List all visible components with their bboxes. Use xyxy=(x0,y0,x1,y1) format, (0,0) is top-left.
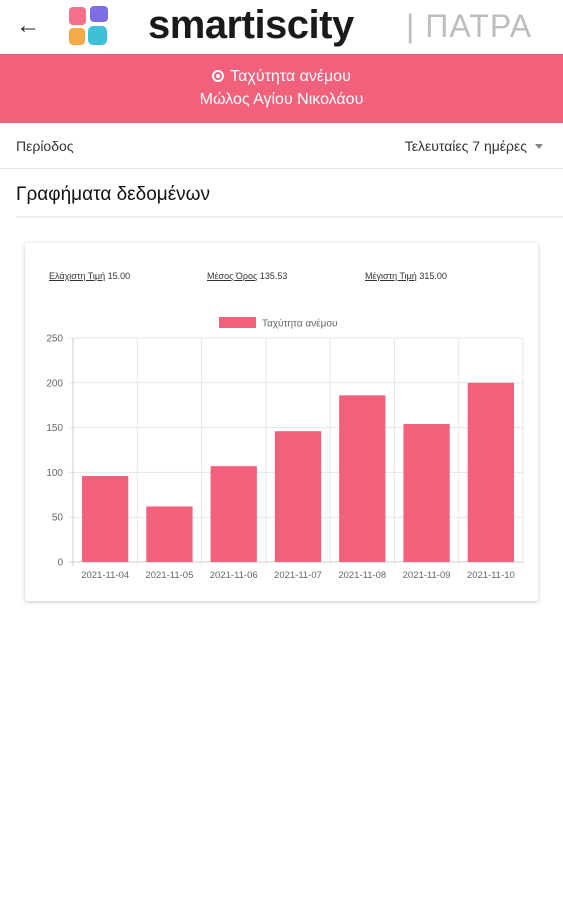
section-title: Γραφήματα δεδομένων xyxy=(16,184,211,205)
chart-bar xyxy=(274,431,322,562)
app-header: ← smartiscity | ΠΑΤΡΑ xyxy=(0,0,563,54)
banner-metric: Ταχύτητα ανέμου xyxy=(230,68,351,85)
y-tick-label: 0 xyxy=(57,558,63,569)
chart-bar xyxy=(403,424,450,562)
x-tick-label: 2021-11-10 xyxy=(467,570,515,581)
back-arrow-icon[interactable]: ← xyxy=(16,12,40,39)
period-dropdown[interactable]: Τελευταίες 7 ημέρες xyxy=(405,138,543,154)
bar-chart: 0 50 100 150 200 250 2021-11-04 2021-11-05 2021-… xyxy=(46,317,524,581)
x-tick-label: 2021-11-05 xyxy=(145,570,193,581)
y-tick-label: 250 xyxy=(46,334,63,345)
chart-bar xyxy=(467,382,514,562)
city-name: | ΠΑΤΡΑ xyxy=(406,8,533,44)
stat-max-value: 315.00 xyxy=(419,271,447,281)
y-tick-label: 150 xyxy=(46,423,63,434)
y-tick-label: 100 xyxy=(46,468,63,479)
brand-name: smartiscity xyxy=(148,3,354,47)
period-selected: Τελευταίες 7 ημέρες xyxy=(404,138,527,154)
location-pin-icon xyxy=(212,70,225,82)
caret-down-icon xyxy=(535,144,543,149)
x-tick-label: 2021-11-04 xyxy=(81,570,129,581)
metric-banner: Ταχύτητα ανέμου Μώλος Αγίου Νικολάου xyxy=(0,54,563,123)
banner-metric-line: Ταχύτητα ανέμου xyxy=(0,67,563,87)
period-row: Περίοδος Τελευταίες 7 ημέρες xyxy=(0,124,563,169)
x-tick-label: 2021-11-08 xyxy=(338,570,386,581)
banner-location: Μώλος Αγίου Νικολάου xyxy=(199,91,364,108)
chart-bar xyxy=(210,466,257,562)
y-tick-label: 200 xyxy=(46,378,63,389)
legend-label: Ταχύτητα ανέμου xyxy=(262,318,337,330)
x-tick-label: 2021-11-09 xyxy=(403,570,451,581)
y-tick-label: 50 xyxy=(52,513,64,524)
x-tick-label: 2021-11-07 xyxy=(274,570,322,581)
stat-avg-label: Μέσος Όρος xyxy=(207,271,258,281)
stat-min: Ελάχιστη Τιμή 15.00 xyxy=(49,271,130,281)
stat-avg: Μέσος Όρος 135.53 xyxy=(207,271,287,281)
stat-min-value: 15.00 xyxy=(107,271,131,281)
legend-swatch xyxy=(219,317,256,328)
period-label: Περίοδος xyxy=(16,138,74,154)
stat-max-label: Μέγιστη Τιμή xyxy=(365,271,417,281)
stat-max: Μέγιστη Τιμή 315.00 xyxy=(365,271,447,281)
chart-card: Ελάχιστη Τιμή 15.00 Μέσος Όρος 135.53 Μέ… xyxy=(25,243,538,601)
chart-bar xyxy=(82,475,129,562)
x-tick-label: 2021-11-06 xyxy=(210,570,258,581)
stat-avg-value: 135.53 xyxy=(259,271,288,281)
chart-bar xyxy=(339,395,386,562)
section-divider xyxy=(16,216,563,218)
chart-bar xyxy=(146,506,193,562)
app-logo xyxy=(69,6,108,45)
stat-min-label: Ελάχιστη Τιμή xyxy=(49,271,106,281)
